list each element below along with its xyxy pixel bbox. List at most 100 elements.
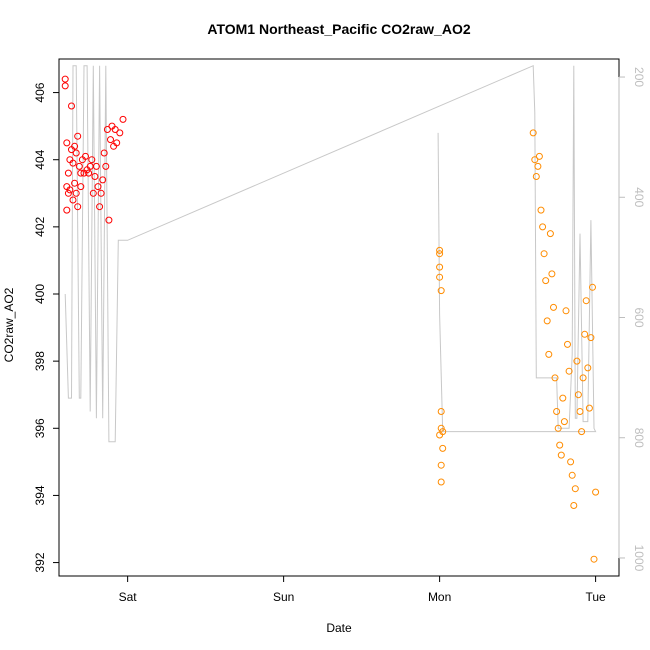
data-point-series2	[589, 283, 596, 291]
data-point-series2	[590, 555, 598, 563]
data-point-series1	[75, 162, 83, 170]
data-point-series1	[103, 126, 111, 133]
data-point-series2	[546, 230, 554, 238]
y2-tick-label: 600	[632, 307, 646, 327]
data-point-series2	[559, 394, 567, 402]
data-point-series2	[554, 424, 562, 432]
data-point-series2	[574, 391, 582, 399]
data-point-series1	[68, 102, 75, 110]
data-point-series2	[537, 206, 545, 214]
data-point-series1	[107, 136, 114, 144]
data-point-series2	[560, 418, 568, 426]
data-point-series1	[74, 132, 82, 140]
data-point-series1	[105, 216, 113, 224]
data-point-series1	[71, 179, 79, 187]
data-point-series2	[437, 287, 445, 295]
data-point-series1	[89, 189, 97, 197]
series-line	[64, 64, 597, 443]
y2-tick-label: 800	[632, 428, 646, 448]
x-tick-label: Sun	[273, 590, 294, 604]
data-point-series2	[535, 152, 543, 160]
data-point-series1	[88, 156, 96, 164]
data-point-series2	[557, 451, 565, 459]
data-point-series1	[64, 169, 72, 177]
chart-title: ATOM1 Northeast_Pacific CO2raw_AO2	[207, 21, 470, 37]
data-point-series1	[71, 142, 79, 150]
data-point-series1	[72, 149, 80, 157]
y-tick-label: 406	[33, 82, 47, 102]
data-point-series1	[63, 206, 71, 214]
data-point-series2	[562, 307, 570, 315]
data-point-series1	[97, 189, 105, 197]
data-point-series1	[69, 159, 77, 167]
x-tick-label: Tue	[585, 590, 606, 604]
data-point-series2	[534, 162, 542, 170]
data-point-series1	[63, 139, 71, 147]
data-point-series2	[585, 404, 593, 412]
data-point-series1	[116, 129, 124, 137]
data-point-series1	[113, 139, 121, 147]
x-tick-label: Mon	[428, 590, 451, 604]
data-point-series2	[543, 317, 551, 325]
data-point-series1	[94, 183, 102, 191]
right-axis: 200 400 600 800 1000	[618, 67, 646, 572]
data-point-series2	[539, 223, 547, 231]
data-point-series2	[436, 246, 444, 254]
data-point-series1	[85, 169, 93, 177]
data-point-series2	[548, 270, 556, 278]
data-point-series1	[72, 189, 80, 197]
data-point-series2	[579, 374, 587, 382]
data-point-series1	[77, 183, 85, 191]
data-point-series1	[61, 75, 69, 83]
data-point-series1	[111, 126, 119, 133]
data-point-series1	[91, 173, 99, 180]
data-point-series1	[61, 82, 69, 90]
x-axis: Sat Sun Mon Tue	[119, 575, 606, 604]
y2-tick-label: 200	[632, 67, 646, 87]
y-tick-label: 404	[33, 149, 47, 169]
data-point-series2	[532, 173, 540, 180]
y2-tick-label: 400	[632, 187, 646, 207]
data-point-series2	[436, 273, 444, 281]
data-point-series2	[573, 357, 581, 365]
data-point-series2	[584, 364, 592, 372]
y-axis-label: CO2raw_AO2	[2, 287, 16, 362]
y-tick-label: 400	[33, 284, 47, 304]
data-point-series2	[439, 428, 447, 436]
data-point-series2	[556, 441, 564, 449]
data-point-series1	[102, 162, 110, 170]
data-point-series2	[564, 340, 571, 348]
data-point-series2	[437, 424, 445, 432]
data-point-series2	[567, 458, 575, 466]
data-point-series1	[69, 196, 77, 204]
data-point-series2	[592, 488, 600, 496]
data-point-series1	[119, 115, 127, 123]
y-tick-label: 394	[33, 485, 47, 505]
data-point-series2	[545, 350, 553, 358]
data-point-series1	[99, 176, 107, 184]
y-tick-label: 402	[33, 217, 47, 237]
data-point-series2	[531, 156, 539, 164]
data-point-series2	[581, 330, 589, 338]
data-point-series2	[437, 478, 445, 486]
data-point-series2	[582, 297, 590, 305]
data-point-series2	[587, 334, 595, 342]
data-point-series2	[578, 428, 586, 436]
data-point-series2	[436, 263, 444, 271]
data-point-series2	[542, 277, 550, 285]
data-point-series2	[565, 367, 573, 375]
data-point-series2	[550, 303, 557, 311]
data-point-series1	[77, 169, 85, 177]
x-tick-label: Sat	[119, 590, 138, 604]
data-point-series2	[571, 485, 579, 493]
x-axis-label: Date	[326, 621, 352, 635]
data-point-series2	[529, 129, 537, 137]
data-point-series2	[570, 502, 578, 509]
data-point-series2	[436, 250, 444, 258]
data-point-series1	[100, 149, 108, 157]
data-point-series1	[92, 162, 100, 170]
data-point-series2	[551, 374, 559, 382]
data-point-series1	[82, 152, 89, 160]
data-point-series1	[64, 189, 72, 197]
